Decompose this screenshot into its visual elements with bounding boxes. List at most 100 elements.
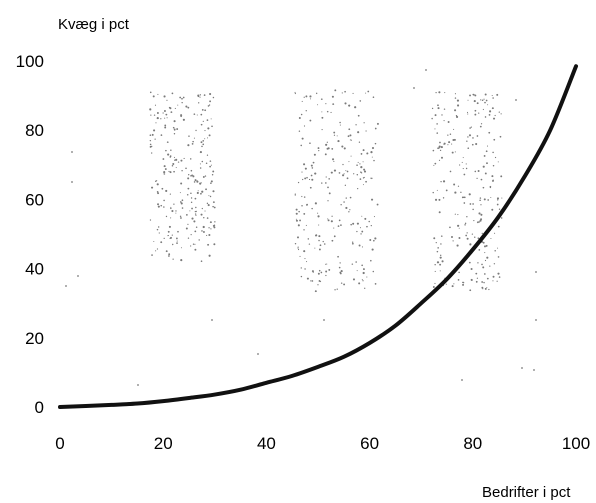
speckle-dot: [492, 151, 494, 154]
speckle-dot: [173, 133, 176, 135]
speckle-dot: [489, 265, 491, 267]
speckle-dot: [466, 111, 469, 114]
speckle-dot: [434, 270, 436, 273]
speckle-dot: [294, 194, 296, 196]
speckle-dot: [202, 176, 205, 178]
speckle-dot: [359, 163, 361, 165]
speckle-dot: [490, 196, 492, 198]
speckle-dot: [436, 132, 439, 134]
speckle-dot: [160, 241, 163, 244]
speckle-dot: [206, 234, 208, 237]
speckle-dot: [325, 182, 327, 184]
x-tick-label: 0: [55, 434, 64, 453]
speckle-dot: [484, 172, 487, 175]
speckle-dot: [187, 187, 190, 190]
speckle-dot: [471, 143, 474, 146]
speckle-dot: [157, 226, 160, 228]
speckle-dot: [465, 167, 468, 170]
speckle-dot: [318, 239, 320, 242]
speckle-dot: [491, 94, 493, 97]
speckle-dot: [374, 237, 377, 240]
speckle-dot: [187, 144, 190, 147]
speckle-dot: [149, 91, 152, 94]
speckle-dot: [202, 140, 205, 142]
speckle-dot: [482, 288, 484, 290]
speckle-dot: [298, 130, 301, 132]
speckle-dot: [361, 264, 363, 267]
speckle-dot: [488, 131, 491, 134]
speckle-dot: [332, 103, 335, 106]
speckle-dot: [190, 197, 193, 199]
speckle-dot: [206, 202, 209, 205]
speckle-dot: [463, 173, 466, 176]
speckle-dot: [338, 219, 341, 222]
speckle-dot: [356, 230, 358, 233]
speckle-dot: [484, 101, 486, 104]
speckle-dot: [500, 217, 503, 219]
speckle-dot: [497, 199, 499, 201]
speckle-dot: [443, 108, 446, 110]
speckle-dot: [338, 266, 341, 269]
speckle-dot: [326, 263, 328, 265]
speckle-dot: [180, 259, 183, 262]
speckle-dot: [204, 138, 206, 140]
speckle-dot: [331, 239, 334, 242]
speckle-dot: [350, 223, 352, 226]
speckle-dot: [434, 114, 437, 117]
speckle-dot: [194, 179, 197, 182]
speckle-dot: [452, 240, 454, 242]
speckle-dot: [323, 243, 326, 245]
speckle-dot: [171, 234, 173, 236]
speckle-dot: [194, 213, 197, 215]
speckle-dot: [179, 96, 182, 99]
speckle-dot: [496, 280, 498, 282]
speckle-dot: [201, 160, 204, 163]
speckle-dot: [357, 188, 359, 190]
speckle-dot: [360, 166, 363, 169]
speckle-dot: [321, 182, 323, 184]
speckle-dot: [167, 235, 169, 237]
speckle-dot: [194, 230, 197, 233]
speckle-dot: [371, 156, 373, 158]
speckle-dot: [297, 224, 300, 227]
speckle-dot: [77, 275, 79, 277]
speckle-dot: [474, 236, 476, 238]
speckle-dot: [352, 278, 356, 281]
speckle-dot: [357, 161, 359, 163]
speckle-dot: [208, 254, 211, 257]
speckle-dot: [482, 165, 485, 168]
speckle-dot: [440, 254, 442, 257]
speckle-dot: [337, 255, 339, 258]
y-tick-label: 40: [25, 260, 44, 279]
speckle-dot: [187, 177, 190, 180]
speckle-dot: [200, 260, 203, 263]
speckle-dot: [294, 91, 296, 93]
speckle-dot: [187, 237, 190, 239]
y-tick-label: 100: [16, 52, 44, 71]
speckle-dot: [477, 237, 480, 240]
speckle-dot: [170, 206, 172, 208]
speckle-dot: [190, 192, 192, 195]
speckle-dot: [326, 110, 329, 113]
speckle-dot: [318, 235, 321, 238]
speckle-dot: [482, 186, 485, 189]
speckle-dot: [366, 276, 368, 278]
speckle-dot: [151, 145, 153, 148]
speckle-dot: [317, 215, 320, 218]
speckle-dot: [494, 114, 496, 117]
speckle-dot: [441, 260, 444, 263]
speckle-dot: [155, 250, 157, 252]
speckle-dot: [327, 200, 329, 202]
speckle-dot: [440, 243, 442, 245]
speckle-dot: [438, 145, 441, 148]
speckle-dot: [297, 246, 299, 248]
speckle-dot: [491, 179, 494, 182]
speckle-dot: [453, 128, 455, 130]
speckle-dot: [157, 93, 159, 95]
speckle-dot: [181, 97, 183, 100]
speckle-dot: [303, 213, 306, 215]
speckle-dot: [373, 159, 375, 162]
speckle-dot: [192, 140, 194, 143]
speckle-dot: [314, 290, 317, 293]
speckle-dot: [330, 220, 333, 223]
